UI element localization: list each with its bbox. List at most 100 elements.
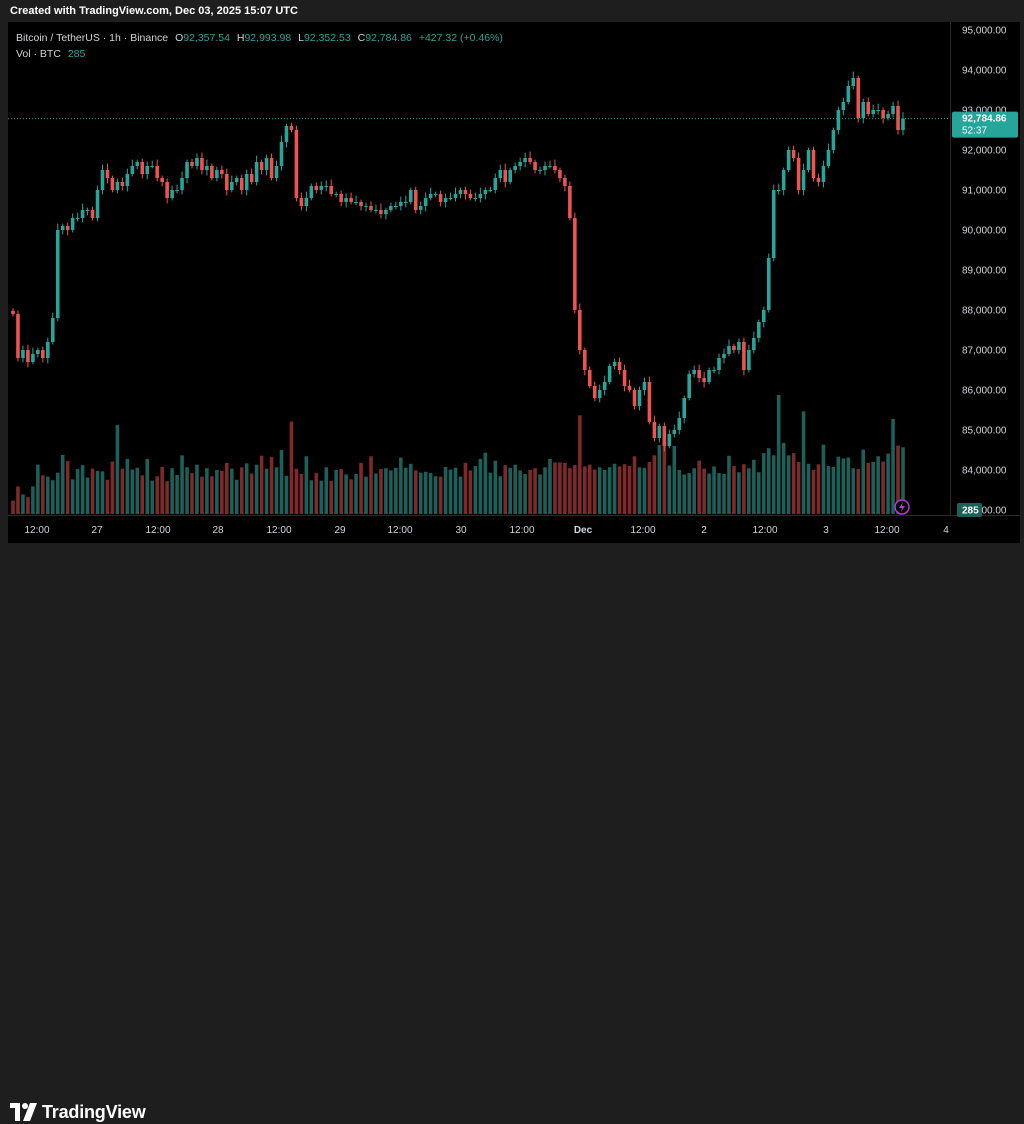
volume-bar <box>667 465 672 514</box>
candle-body <box>254 162 259 182</box>
volume-bar <box>140 475 145 514</box>
volume-bar <box>423 471 428 514</box>
volume-bar <box>717 473 721 514</box>
candle-body <box>831 130 836 150</box>
volume-bar <box>672 446 677 514</box>
candle-body <box>279 142 284 166</box>
volume-bar <box>428 473 433 514</box>
volume-bar <box>523 474 527 514</box>
tradingview-logo[interactable]: TradingView <box>10 1100 146 1124</box>
candle-body <box>314 186 319 190</box>
time-tick-label: 30 <box>455 525 467 536</box>
candle-body <box>876 110 880 111</box>
volume-bar <box>761 453 766 514</box>
candle-body <box>264 158 269 170</box>
volume-bar <box>473 466 478 514</box>
volume-bar <box>548 458 552 514</box>
candle-body <box>612 362 617 366</box>
candle-body <box>120 182 125 186</box>
volume-bar <box>195 464 199 514</box>
volume-bar <box>279 450 284 514</box>
volume-bar <box>294 468 299 514</box>
volume-bar <box>408 463 413 514</box>
candle-body <box>349 198 353 202</box>
candle-body <box>752 338 756 350</box>
candle-body <box>418 206 423 210</box>
symbol-title[interactable]: Bitcoin / TetherUS · 1h · Binance <box>16 32 169 44</box>
chart-caption-bar: Created with TradingView.com, Dec 03, 20… <box>0 0 1024 22</box>
last-price-value: 92,784.86 <box>962 114 1007 125</box>
candle-body <box>642 382 647 390</box>
candle-body <box>160 178 164 182</box>
volume-bar <box>826 466 831 514</box>
candle-body <box>170 190 174 198</box>
candle-body <box>448 198 453 199</box>
candle-body <box>379 210 383 214</box>
price-scale[interactable] <box>950 22 1020 515</box>
candle-body <box>637 390 642 406</box>
candle-body <box>568 186 572 218</box>
volume-bar <box>821 444 826 514</box>
candle-body <box>364 206 368 207</box>
candle-body <box>384 210 388 214</box>
time-tick-label: 28 <box>212 525 224 536</box>
volume-bar <box>627 466 632 514</box>
candle-body <box>836 110 841 130</box>
volume-bar <box>80 465 85 514</box>
candle-body <box>433 194 438 195</box>
candle-body <box>781 170 786 190</box>
time-scale[interactable] <box>8 515 1020 543</box>
price-tick-label: 94,000.00 <box>962 66 1007 77</box>
candle-body <box>742 342 746 370</box>
volume-bar <box>200 476 204 514</box>
candle-body <box>70 218 75 230</box>
volume-bar <box>836 456 841 514</box>
volume-label[interactable]: Vol · BTC <box>16 48 61 60</box>
volume-bar <box>339 469 343 514</box>
volume-bar <box>876 456 880 514</box>
volume-bar <box>528 470 532 514</box>
price-tick-label: 91,000.00 <box>962 186 1007 197</box>
time-tick-label: 3 <box>823 525 829 536</box>
volume-bar <box>210 476 214 514</box>
chart-pane[interactable] <box>8 22 950 515</box>
candle-body <box>185 162 189 178</box>
volume-bar <box>215 470 219 514</box>
volume-bar <box>682 474 687 514</box>
candlestick-chart[interactable]: 95,000.00 94,000.00 93,000.00 92,000.00 91,0… <box>0 0 1024 593</box>
volume-bar <box>399 457 403 514</box>
volume-bar <box>41 475 45 514</box>
volume-last-label <box>957 503 982 517</box>
volume-bar <box>259 455 264 514</box>
volume-bar <box>299 474 304 514</box>
candle-body <box>21 350 25 358</box>
candle-body <box>31 354 35 362</box>
created-with-caption: Created with TradingView.com, Dec 03, 20… <box>10 5 298 17</box>
candle-body <box>657 426 662 438</box>
candle-body <box>622 370 627 386</box>
volume-bar <box>394 467 398 514</box>
volume-bar <box>374 473 378 514</box>
volume-bar <box>239 467 244 514</box>
low-value: 92,352.53 <box>303 32 351 44</box>
volume-bar <box>225 462 229 514</box>
volume-bar <box>886 453 890 514</box>
candle-body <box>60 226 65 230</box>
lightning-icon[interactable] <box>894 499 910 515</box>
candle-body <box>299 198 304 206</box>
volume-bar <box>602 470 607 514</box>
candle-body <box>463 190 468 194</box>
volume-bar <box>125 458 130 514</box>
candle-body <box>483 190 488 194</box>
volume-bar <box>21 494 25 514</box>
time-tick-label: 12:00 <box>24 525 49 536</box>
candle-body <box>692 370 696 374</box>
candle-body <box>518 162 522 166</box>
volume-bar <box>55 472 60 514</box>
candle-body <box>165 182 169 198</box>
volume-bar <box>647 462 652 514</box>
candle-body <box>408 190 413 202</box>
candle-body <box>702 378 706 382</box>
candle-body <box>339 194 343 202</box>
volume-bar <box>389 470 393 514</box>
